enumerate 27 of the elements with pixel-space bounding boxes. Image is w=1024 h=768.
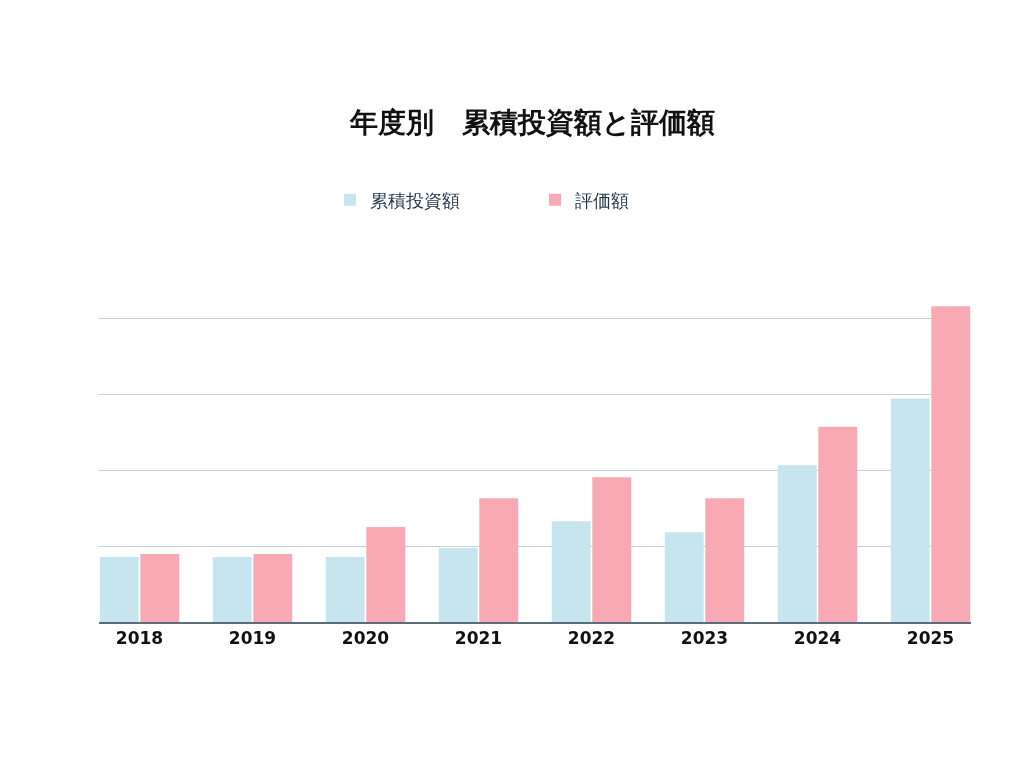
x-tick-label: 2025 [906,628,955,649]
bar [366,526,406,622]
bar [140,554,180,622]
bar [212,556,252,622]
bar [705,498,745,622]
bar [99,556,139,622]
x-tick-label: 2020 [341,628,390,649]
bar [890,398,930,622]
x-tick-label: 2024 [793,628,842,649]
bar [253,554,293,622]
x-tick-label: 2021 [454,628,503,649]
bar [818,426,858,622]
bar [931,306,971,622]
bar [551,521,591,622]
x-tick-label: 2018 [115,628,164,649]
bar [438,548,478,622]
bar [592,477,632,622]
x-tick-label: 2023 [680,628,729,649]
bar [664,532,704,622]
x-tick-label: 2019 [228,628,277,649]
bar [777,465,817,622]
legend-label: 累積投資額 [370,189,460,211]
bar [479,498,519,622]
chart-title: 年度別 累積投資額と評価額 [348,105,715,139]
x-tick-label: 2022 [567,628,616,649]
bar [325,556,365,622]
legend-label: 評価額 [575,189,629,211]
